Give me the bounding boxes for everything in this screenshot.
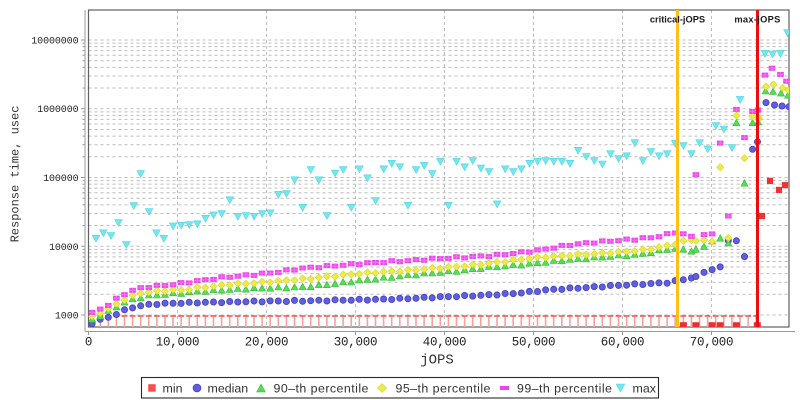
svg-text:40,000: 40,000 xyxy=(423,336,467,350)
svg-text:0: 0 xyxy=(85,336,92,350)
svg-text:1000000: 1000000 xyxy=(37,105,78,116)
svg-text:20,000: 20,000 xyxy=(245,336,289,350)
svg-text:30,000: 30,000 xyxy=(334,336,378,350)
svg-text:60,000: 60,000 xyxy=(601,336,645,350)
svg-text:max: max xyxy=(633,381,657,395)
svg-text:90–th percentile: 90–th percentile xyxy=(274,381,369,395)
svg-text:10000: 10000 xyxy=(49,243,79,254)
svg-text:95–th percentile: 95–th percentile xyxy=(396,381,491,395)
svg-text:70,000: 70,000 xyxy=(690,336,734,350)
svg-text:min: min xyxy=(163,381,183,395)
svg-text:Response time, usec: Response time, usec xyxy=(9,106,23,243)
svg-text:critical-jOPS: critical-jOPS xyxy=(650,15,705,25)
svg-text:50,000: 50,000 xyxy=(512,336,556,350)
svg-text:100000: 100000 xyxy=(43,174,79,185)
svg-text:10000000: 10000000 xyxy=(31,37,78,48)
svg-text:1000: 1000 xyxy=(55,312,79,323)
svg-text:jOPS: jOPS xyxy=(420,353,454,369)
svg-text:99–th percentile: 99–th percentile xyxy=(517,381,612,395)
svg-text:max-jOPS: max-jOPS xyxy=(734,15,780,25)
svg-text:10,000: 10,000 xyxy=(156,336,200,350)
svg-text:median: median xyxy=(208,381,249,395)
